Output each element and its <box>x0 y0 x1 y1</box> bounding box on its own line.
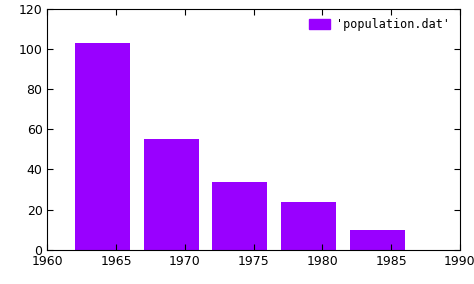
Bar <box>350 230 405 250</box>
Bar <box>144 139 199 250</box>
Legend: 'population.dat': 'population.dat' <box>306 14 454 35</box>
Bar <box>75 43 130 250</box>
Bar <box>281 202 336 250</box>
Bar <box>212 181 267 250</box>
